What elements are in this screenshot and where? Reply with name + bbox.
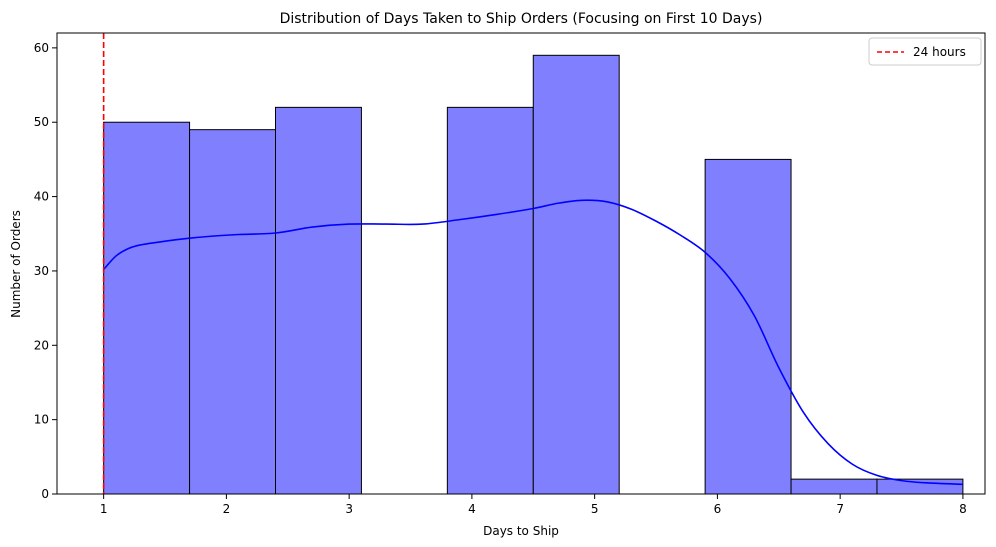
x-axis-label: Days to Ship [483, 524, 559, 538]
y-tick-label: 0 [41, 487, 49, 501]
chart-title: Distribution of Days Taken to Ship Order… [280, 11, 763, 27]
bars-group [103, 54, 964, 495]
x-tick-label: 7 [836, 502, 844, 516]
y-axis-label: Number of Orders [9, 210, 23, 318]
y-tick-label: 60 [34, 41, 49, 55]
y-tick-label: 10 [34, 413, 49, 427]
y-tick-label: 30 [34, 264, 49, 278]
histogram-bar [704, 158, 792, 495]
legend-label-24-hours: 24 hours [913, 45, 966, 59]
y-axis-ticks: 0 10 20 30 40 50 60 [34, 41, 57, 501]
legend: 24 hours [868, 37, 982, 66]
x-tick-label: 6 [714, 502, 722, 516]
histogram-bar [790, 478, 878, 495]
histogram-bar [103, 121, 191, 495]
y-tick-label: 50 [34, 115, 49, 129]
plot-frame [56, 32, 986, 495]
histogram-bar [189, 129, 276, 495]
histogram-bar [446, 106, 534, 495]
kde-curve [103, 199, 963, 486]
x-axis-ticks: 1 2 3 4 5 6 7 8 [100, 494, 967, 516]
x-tick-label: 8 [959, 502, 967, 516]
x-tick-label: 3 [345, 502, 353, 516]
y-tick-label: 40 [34, 190, 49, 204]
histogram-bar [532, 54, 620, 495]
x-tick-label: 5 [591, 502, 599, 516]
kde-group [103, 199, 963, 486]
histogram-bar [274, 106, 362, 495]
y-tick-label: 20 [34, 338, 49, 352]
x-tick-label: 2 [223, 502, 231, 516]
x-tick-label: 1 [100, 502, 108, 516]
x-tick-label: 4 [468, 502, 476, 516]
legend-box [868, 37, 982, 66]
histogram-bar [876, 478, 964, 495]
